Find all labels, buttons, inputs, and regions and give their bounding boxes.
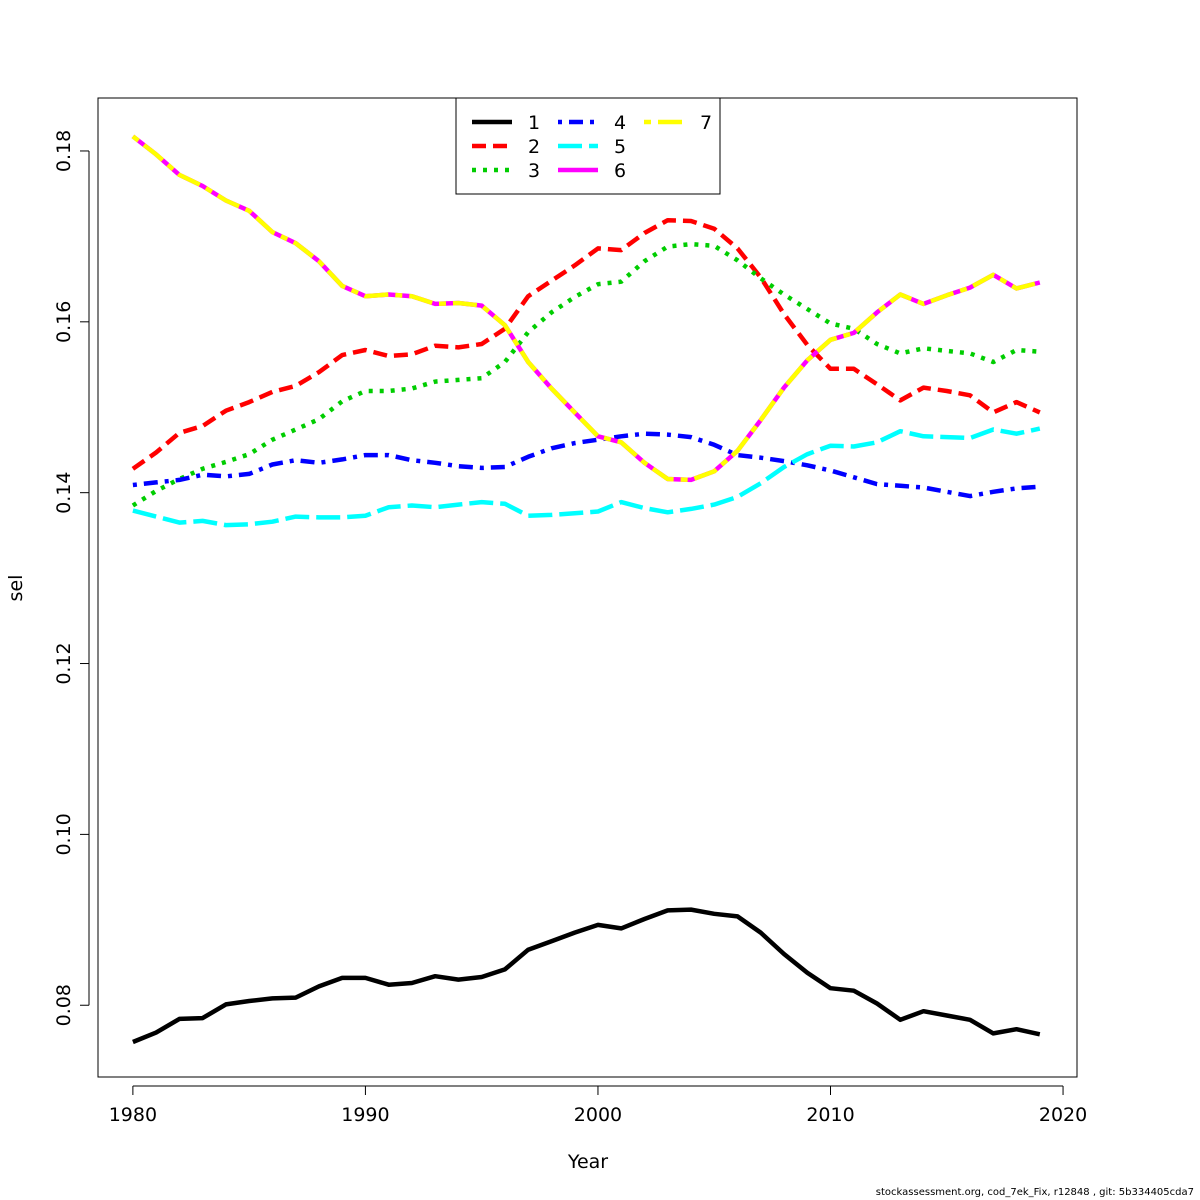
series-line-2 bbox=[131, 217, 1041, 471]
y-axis: 0.08 0.10 0.12 0.14 0.16 0.18 bbox=[53, 130, 90, 1026]
y-tick-label: 0.12 bbox=[53, 642, 75, 684]
legend-label-4: 4 bbox=[614, 112, 626, 134]
series-line-3 bbox=[131, 241, 1040, 508]
legend: 123 456 7 bbox=[455, 97, 721, 195]
x-tick-label: 2020 bbox=[1039, 1104, 1087, 1126]
x-tick-label: 2010 bbox=[806, 1104, 854, 1126]
y-tick-label: 0.16 bbox=[53, 301, 75, 343]
series-line-4 bbox=[132, 431, 1040, 499]
y-tick-label: 0.18 bbox=[53, 130, 75, 172]
legend-label-5: 5 bbox=[614, 136, 626, 158]
series-line-7 bbox=[131, 134, 1041, 483]
x-tick-label: 1980 bbox=[109, 1104, 157, 1126]
x-tick-label: 2000 bbox=[574, 1104, 622, 1126]
legend-label-7: 7 bbox=[700, 112, 712, 134]
x-tick-label: 1990 bbox=[341, 1104, 389, 1126]
legend-label-2: 2 bbox=[528, 136, 540, 158]
footer-caption: stockassessment.org, cod_7ek_Fix, r12848… bbox=[875, 1187, 1194, 1198]
series-line-1 bbox=[132, 907, 1041, 1045]
legend-label-3: 3 bbox=[528, 160, 540, 182]
legend-label-6: 6 bbox=[614, 160, 626, 182]
legend-label-1: 1 bbox=[528, 112, 540, 134]
series-layer bbox=[131, 134, 1041, 1045]
y-tick-label: 0.08 bbox=[53, 984, 75, 1026]
x-axis: 1980 1990 2000 2010 2020 bbox=[109, 1085, 1087, 1126]
y-tick-label: 0.10 bbox=[53, 813, 75, 855]
y-axis-label: sel bbox=[5, 575, 27, 602]
series-line-5 bbox=[132, 426, 1041, 528]
y-tick-label: 0.14 bbox=[53, 472, 75, 514]
x-axis-label: Year bbox=[567, 1151, 608, 1173]
